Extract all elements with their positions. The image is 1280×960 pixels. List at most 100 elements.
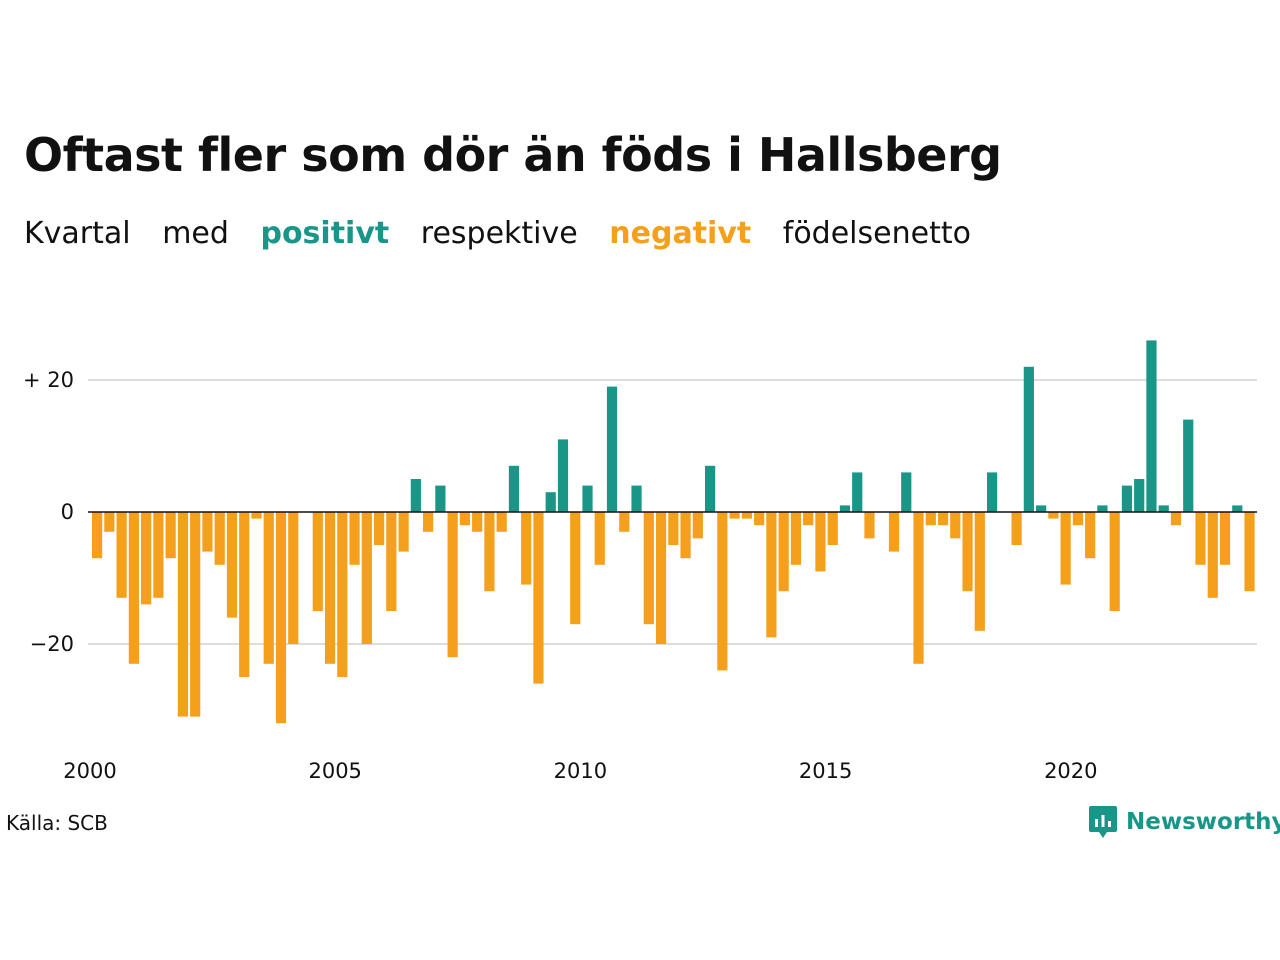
- bar: [1072, 512, 1083, 526]
- bar: [766, 512, 777, 638]
- y-tick-label: −20: [30, 632, 74, 656]
- bar: [729, 512, 740, 519]
- subtitle-word: födelsenetto: [782, 216, 971, 251]
- bar: [705, 465, 716, 512]
- bar: [104, 512, 115, 532]
- newsworthy-logo-icon: [1089, 806, 1117, 838]
- bar: [754, 512, 765, 526]
- bar: [337, 512, 348, 677]
- bar: [472, 512, 483, 532]
- bar: [680, 512, 691, 559]
- bar: [986, 472, 998, 512]
- bar: [1207, 512, 1218, 598]
- bar: [570, 512, 581, 625]
- bar: [557, 439, 569, 512]
- subtitle-word: Kvartal: [24, 216, 131, 251]
- source-note: Källa: SCB: [6, 811, 108, 835]
- bar: [643, 512, 654, 625]
- bar: [901, 472, 912, 512]
- bar: [324, 512, 336, 664]
- bar: [435, 485, 446, 512]
- bar: [92, 512, 103, 559]
- bar: [141, 512, 152, 605]
- x-tick-label: 2020: [1044, 759, 1097, 783]
- bar: [962, 512, 973, 592]
- bar: [655, 512, 667, 644]
- bar: [950, 512, 961, 539]
- bar: [128, 512, 139, 664]
- bar: [1011, 512, 1022, 545]
- bar: [717, 512, 728, 671]
- bar: [1109, 512, 1120, 611]
- bar: [1023, 366, 1034, 512]
- bar: [239, 512, 250, 677]
- chart-subtitle: Kvartal med positivt respektive negativt…: [24, 216, 993, 251]
- bar: [533, 512, 544, 684]
- bar: [361, 512, 372, 644]
- bar: [1097, 505, 1108, 512]
- bar: [275, 512, 287, 724]
- bar: [1146, 340, 1157, 512]
- bar-chart: + 20 0 −20 2000 2005 2010 2015 2020: [23, 340, 1257, 783]
- bar: [496, 512, 507, 532]
- bar: [1121, 485, 1133, 512]
- bar: [214, 512, 225, 565]
- bar: [288, 512, 299, 644]
- bar: [1158, 505, 1169, 512]
- subtitle-word: respektive: [420, 216, 578, 251]
- bar: [177, 512, 189, 717]
- bar: [619, 512, 630, 532]
- bar: [888, 512, 900, 552]
- bar: [190, 512, 201, 717]
- bar: [741, 512, 752, 519]
- bar: [508, 465, 520, 512]
- bar: [803, 512, 814, 526]
- bar: [864, 512, 875, 539]
- bar: [1244, 512, 1255, 592]
- brand-name: Newsworthy: [1126, 809, 1280, 835]
- bar: [545, 492, 556, 512]
- brand-logo: Newsworthy: [1088, 804, 1280, 840]
- bar: [1170, 512, 1182, 526]
- bar: [925, 512, 936, 526]
- bar: [1195, 512, 1206, 565]
- bar: [153, 512, 164, 598]
- subtitle-word: med: [162, 216, 229, 251]
- bar: [251, 512, 262, 519]
- bar: [790, 512, 802, 565]
- bar: [116, 512, 127, 598]
- bar: [447, 512, 458, 658]
- bar: [839, 505, 851, 512]
- y-tick-label: 0: [61, 500, 74, 524]
- bar: [312, 512, 323, 611]
- bar: [202, 512, 213, 552]
- bar: [1232, 505, 1243, 512]
- bar: [459, 512, 470, 526]
- bar: [631, 485, 642, 512]
- bar: [594, 512, 605, 565]
- bar: [398, 512, 409, 552]
- bar: [386, 512, 397, 611]
- x-tick-label: 2015: [799, 759, 852, 783]
- subtitle-negative: negativt: [609, 216, 752, 251]
- bar: [778, 512, 789, 592]
- bar: [974, 512, 985, 631]
- bar: [913, 512, 924, 664]
- bar: [1085, 512, 1096, 559]
- bar: [484, 512, 495, 592]
- bar: [852, 472, 863, 512]
- bar: [1048, 512, 1059, 519]
- bar: [815, 512, 826, 572]
- bar: [1036, 505, 1047, 512]
- bar: [226, 512, 238, 618]
- bar: [410, 479, 421, 512]
- bar: [692, 512, 703, 539]
- bar: [1183, 419, 1194, 512]
- bar: [668, 512, 679, 545]
- bar: [1134, 479, 1145, 512]
- bar: [263, 512, 274, 664]
- y-tick-label: + 20: [23, 368, 74, 392]
- bar: [521, 512, 532, 585]
- chart-title: Oftast fler som dör än föds i Hallsberg: [24, 128, 1002, 182]
- bar: [937, 512, 949, 526]
